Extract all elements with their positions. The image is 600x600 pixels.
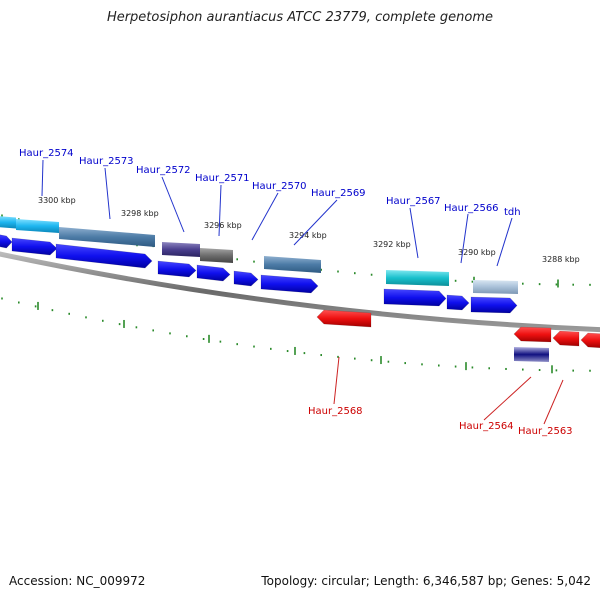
scale-labels: 3300 kbp 3298 kbp 3296 kbp 3294 kbp 3292…	[38, 196, 580, 264]
gene-label-haur-2571[interactable]: Haur_2571	[195, 173, 250, 184]
gene-label-haur-2574[interactable]: Haur_2574	[19, 148, 74, 159]
cds-arrow-reverse	[552, 330, 580, 347]
cds-arrow-forward	[470, 296, 518, 314]
gene-labels: Haur_2574 Haur_2573 Haur_2572 Haur_2571 …	[19, 148, 573, 437]
cds-arrow-reverse	[580, 332, 600, 349]
cds-arrow-reverse	[513, 326, 552, 343]
scale-label: 3294 kbp	[289, 231, 327, 240]
scale-label: 3300 kbp	[38, 196, 76, 205]
cds-arrow-reverse	[316, 309, 372, 328]
gene-label-haur-2573[interactable]: Haur_2573	[79, 156, 134, 167]
leader-line	[333, 356, 340, 405]
label-leader-lines	[41, 159, 564, 425]
scale-label: 3290 kbp	[458, 248, 496, 257]
leader-line	[483, 376, 532, 421]
gene-label-haur-2569[interactable]: Haur_2569	[311, 188, 366, 199]
feature-box	[473, 280, 518, 294]
feature-box	[16, 219, 59, 233]
cds-arrow-forward	[157, 260, 197, 278]
cds-arrow-forward	[11, 237, 58, 256]
leader-line	[104, 167, 111, 220]
gene-features	[0, 216, 600, 362]
feature-box	[386, 270, 449, 286]
gene-label-haur-2566[interactable]: Haur_2566	[444, 203, 499, 214]
cds-arrow-forward	[55, 243, 153, 269]
cds-arrow-forward	[260, 274, 319, 294]
scale-label: 3298 kbp	[121, 209, 159, 218]
leader-line	[409, 207, 419, 259]
feature-box	[162, 242, 200, 257]
feature-box	[59, 227, 155, 247]
cds-arrow-forward	[233, 270, 259, 287]
scale-label: 3292 kbp	[373, 240, 411, 249]
scale-label: 3288 kbp	[542, 255, 580, 264]
gene-label-haur-2567[interactable]: Haur_2567	[386, 196, 441, 207]
feature-box	[0, 216, 16, 229]
leader-line	[251, 192, 279, 241]
feature-box	[514, 347, 549, 362]
scale-ticks-inner	[1, 297, 591, 374]
scale-label: 3296 kbp	[204, 221, 242, 230]
gene-label-haur-2568[interactable]: Haur_2568	[308, 406, 363, 417]
leader-line	[543, 379, 564, 425]
genome-backbone	[0, 251, 600, 333]
gene-label-haur-2570[interactable]: Haur_2570	[252, 181, 307, 192]
accession-label: Accession: NC_009972	[9, 574, 146, 588]
genome-summary: Topology: circular; Length: 6,346,587 bp…	[261, 574, 591, 588]
leader-line	[161, 176, 185, 233]
gene-label-haur-2564[interactable]: Haur_2564	[459, 421, 514, 432]
cds-arrow-forward	[383, 288, 447, 307]
leader-line	[41, 159, 44, 197]
page-title: Herpetosiphon aurantiacus ATCC 23779, co…	[106, 10, 494, 25]
feature-box	[200, 248, 233, 263]
leader-line	[496, 217, 513, 267]
cds-arrow-forward	[0, 234, 13, 249]
gene-label-haur-2572[interactable]: Haur_2572	[136, 165, 191, 176]
gene-label-tdh[interactable]: tdh	[504, 207, 521, 218]
feature-box	[264, 256, 321, 273]
cds-arrow-forward	[446, 294, 470, 311]
leader-line	[460, 213, 469, 264]
cds-arrow-forward	[196, 264, 231, 282]
leader-line	[293, 199, 338, 246]
gene-label-haur-2563[interactable]: Haur_2563	[518, 426, 573, 437]
leader-line	[218, 184, 222, 237]
